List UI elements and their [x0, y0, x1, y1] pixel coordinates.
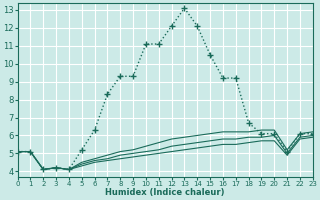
X-axis label: Humidex (Indice chaleur): Humidex (Indice chaleur): [105, 188, 225, 197]
